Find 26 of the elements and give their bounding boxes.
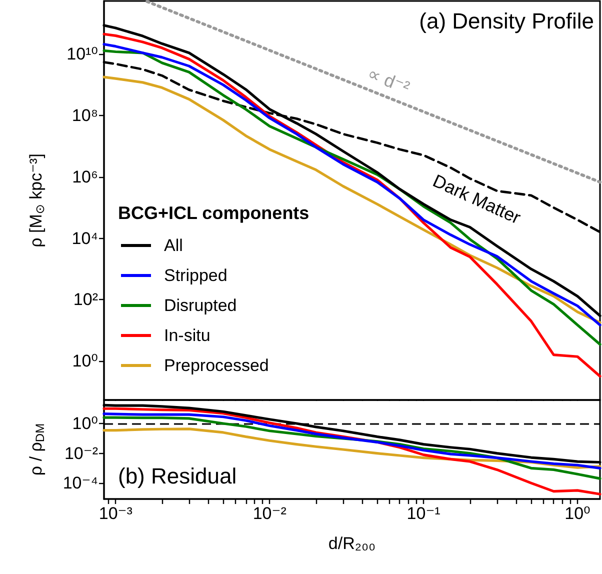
text: ∝ d⁻²: [364, 63, 412, 98]
y-tick-label: 10⁻⁴: [62, 474, 98, 493]
legend-label: All: [164, 236, 183, 255]
y-tick-label: 10⁰: [72, 352, 98, 371]
y-axis-title: ρ [M⊙ kpc⁻³]: [26, 154, 47, 248]
legend-label: Disrupted: [164, 296, 237, 315]
y-tick-label: 10⁴: [72, 228, 98, 248]
y-tick-label: 10¹⁰: [66, 44, 98, 64]
y-tick-label: 10²: [73, 290, 98, 310]
x-tick-label: 10⁻³: [98, 504, 133, 523]
legend-label: In-situ: [164, 326, 210, 345]
x-axis-title: d/R₂₀₀: [328, 534, 376, 553]
y-tick-label: 10⁰: [72, 414, 98, 434]
text: Dark Matter: [430, 170, 524, 228]
chart-title: (a) Density Profile: [419, 8, 594, 34]
x-tick-label: 10⁰: [564, 504, 591, 523]
legend-label: Stripped: [164, 266, 228, 285]
x-tick-label: 10⁻²: [252, 504, 287, 523]
y-tick-label: 10⁻²: [64, 444, 98, 463]
x-tick-label: 10⁻¹: [406, 504, 441, 523]
text: (b) Residual: [118, 464, 237, 488]
y-tick-label: 10⁶: [72, 167, 98, 186]
y-tick-label: 10⁸: [72, 106, 98, 126]
y-axis-title: ρ / ρDM: [26, 423, 47, 476]
legend-label: Preprocessed: [164, 356, 269, 375]
legend-title: BCG+ICL components: [118, 203, 310, 223]
